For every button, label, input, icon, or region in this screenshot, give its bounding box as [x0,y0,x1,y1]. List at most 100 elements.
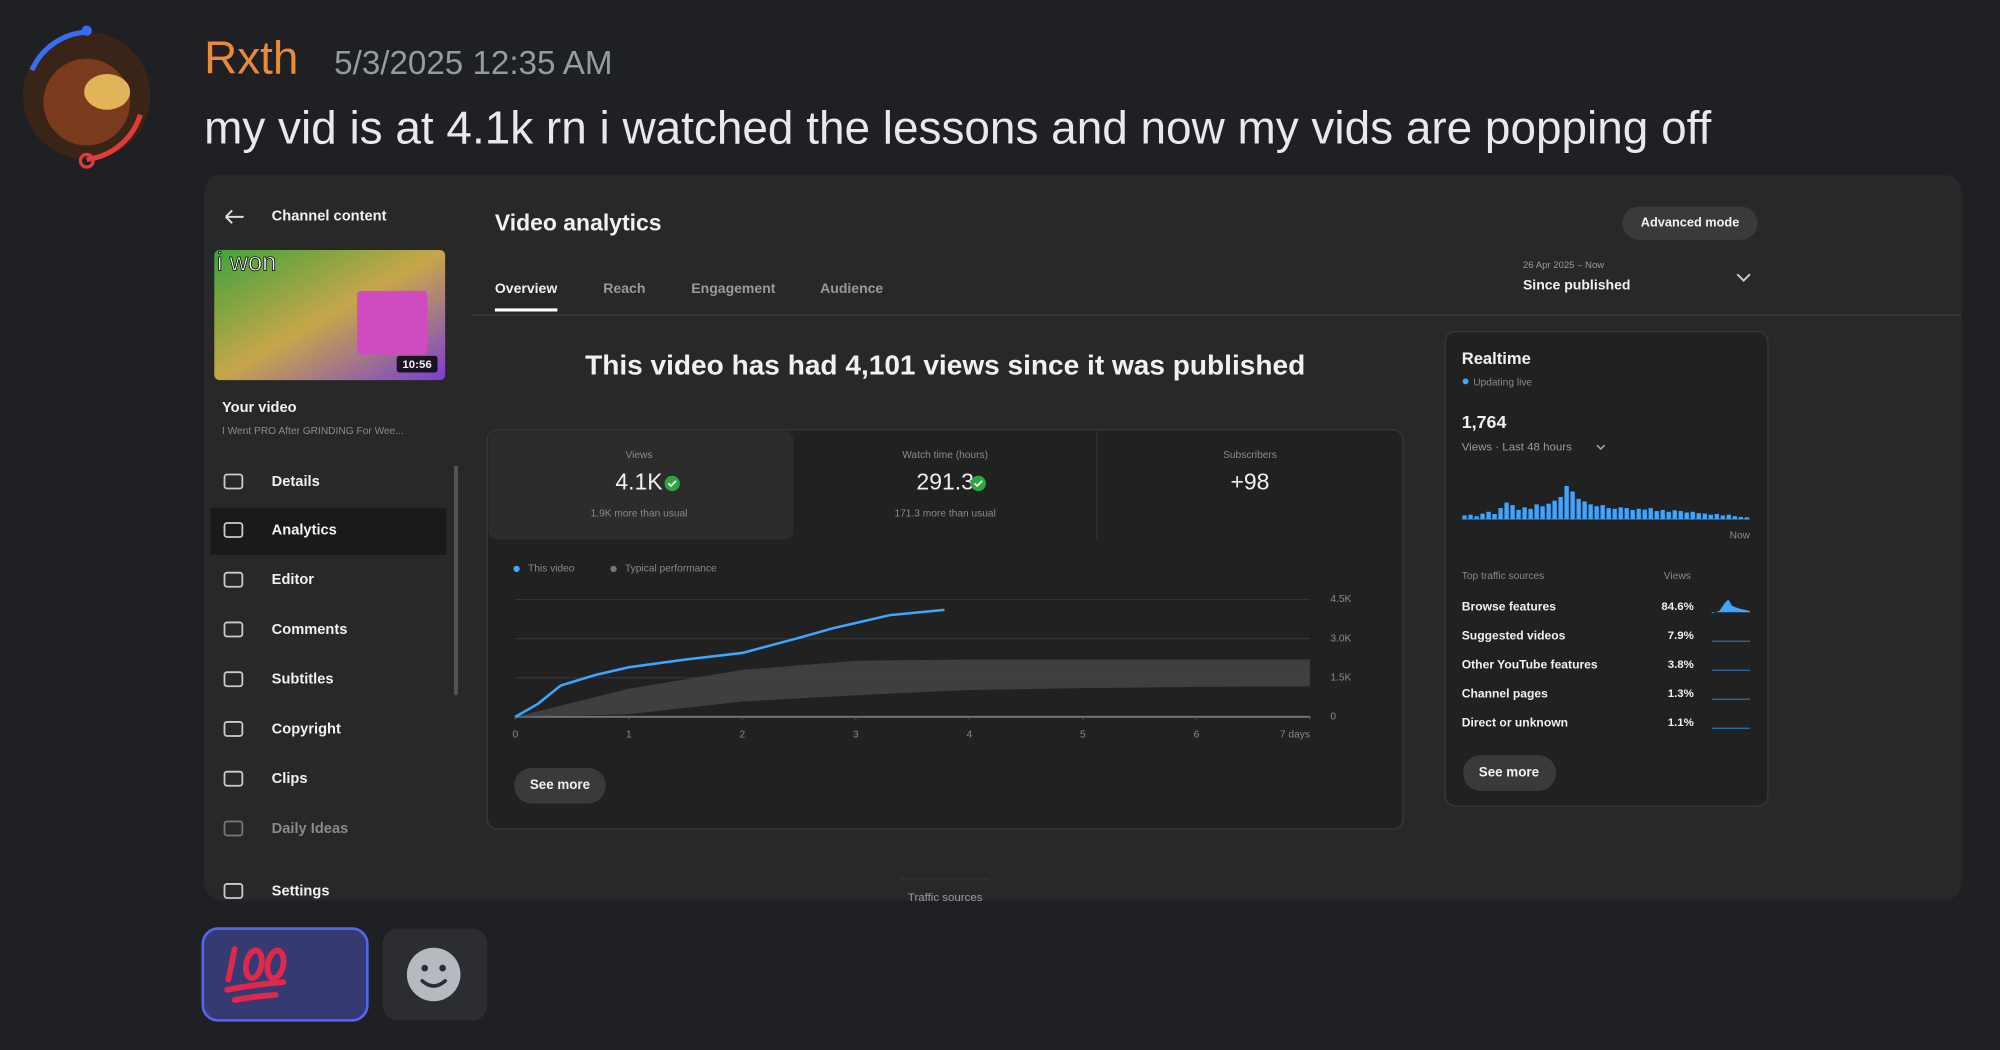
menu-item[interactable]: Copyright [272,721,341,737]
bar [1480,513,1485,520]
bar [1624,508,1629,520]
scrollbar [454,465,458,696]
realtime-period[interactable]: Views · Last 48 hours [1462,442,1572,454]
bar [1672,510,1677,520]
menu-item[interactable]: Subtitles [272,672,334,688]
sources-header: Top traffic sources [1462,571,1544,582]
menu-item[interactable]: Details [272,474,320,490]
metric-note: 1.9K more than usual [591,509,688,520]
typical-band [515,659,1310,717]
menu-item[interactable]: Analytics [272,522,337,538]
bar [1660,509,1665,520]
see-more-button[interactable] [514,767,606,804]
menu-icon [223,770,244,787]
realtime-total: 1,764 [1462,412,1507,432]
thumbnail-text: i won [217,249,277,277]
bar [1570,491,1575,520]
x-tick-label: 5 [1080,729,1086,740]
metric-value: 4.1K [615,468,663,494]
bar [1690,511,1695,520]
menu-icon [223,820,244,837]
add-reaction[interactable] [382,928,488,1021]
source-share: 7.9% [1668,630,1694,642]
legend-label: This video [528,564,575,575]
metric-label: Views [626,450,653,461]
realtime-chevron[interactable] [1596,444,1606,451]
menu-icon [223,522,244,538]
menu-item[interactable]: Daily Ideas [272,821,349,837]
bar [1504,502,1509,520]
bar [1618,507,1623,520]
author[interactable]: Rxth [204,31,298,83]
menu-item[interactable]: Editor [272,572,315,588]
attachment[interactable]: Channel content i won 10:56 Your video I… [204,174,1962,904]
bar [1654,511,1659,520]
x-tick-label: 4 [967,729,973,740]
bar [1678,511,1683,520]
advanced-mode-button[interactable] [1622,206,1758,240]
bar [1648,508,1653,520]
bar [1462,515,1467,520]
bar [1564,485,1569,520]
reaction[interactable] [201,927,369,1022]
bar [1474,516,1479,520]
bar [1720,515,1725,520]
bar [1630,509,1635,520]
timestamp: 5/3/2025 12:35 AM [334,45,612,82]
your-video: Your video [222,400,297,416]
metric-value: 291.3 [916,468,973,494]
tab[interactable]: Engagement [691,280,775,296]
bar [1606,508,1611,520]
see-more-label: See more [530,777,590,792]
legend-label: Typical performance [625,564,717,575]
source-name: Channel pages [1462,686,1548,700]
bar [1522,507,1527,520]
bar [1642,509,1647,520]
bar [1732,516,1737,520]
source-share: 1.3% [1668,688,1694,700]
realtime-title: Realtime [1462,349,1531,368]
x-tick-label: 7 days [1280,729,1310,740]
bar [1684,512,1689,520]
tab[interactable]: Overview [495,280,557,296]
bar [1552,500,1557,520]
bar [1666,511,1671,520]
menu-icon [223,671,244,688]
bar [1612,508,1617,520]
menu-item[interactable]: Settings [272,883,330,899]
menu-item[interactable]: Comments [272,622,348,638]
tab[interactable]: Audience [820,280,883,296]
legend-dot [610,565,617,573]
avatar[interactable] [22,25,151,169]
bar [1576,498,1581,520]
bar [1492,513,1497,520]
period-chevron[interactable] [1736,273,1751,282]
back-label: Channel content [272,209,387,225]
realtime-status: Updating live [1473,377,1532,388]
menu-item[interactable]: Clips [272,771,308,787]
source-name: Direct or unknown [1462,715,1568,729]
y-tick-label: 4.5K [1330,594,1351,605]
bar [1516,509,1521,520]
realtime-see-more-button[interactable] [1463,755,1557,791]
period[interactable]: Since published [1523,276,1630,292]
page-title: Video analytics [495,210,662,236]
video-title: I Went PRO After GRINDING For Wee... [222,426,404,437]
menu-icon [223,721,244,737]
legend-dot [513,565,520,573]
metric-note: 171.3 more than usual [894,509,995,520]
bar [1636,508,1641,520]
source-share: 3.8% [1668,659,1694,671]
bar [1498,508,1503,520]
metric-value: +98 [1231,468,1270,494]
check-mark [973,480,983,488]
tab[interactable]: Reach [603,280,645,296]
metric-label: Subscribers [1223,450,1277,461]
duration-badge [396,355,438,373]
menu-highlight [210,507,447,555]
x-tick-label: 3 [853,729,859,740]
realtime-now: Now [1730,530,1751,541]
thumbnail-inset [357,290,428,355]
check-icon [970,475,986,492]
